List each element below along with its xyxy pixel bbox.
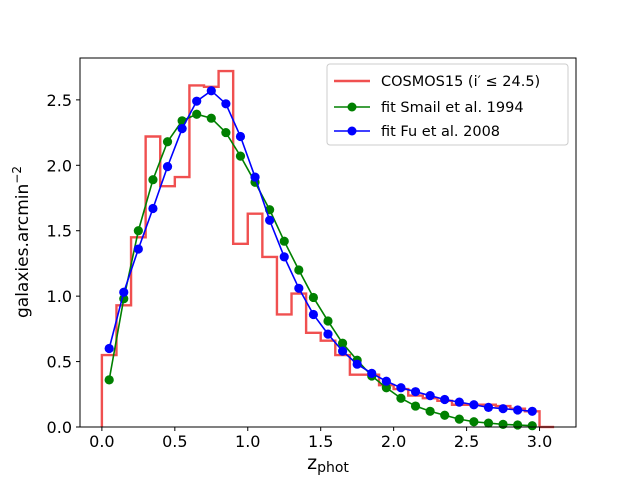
point-fu xyxy=(498,404,508,414)
point-smail xyxy=(454,414,464,424)
point-smail xyxy=(513,420,523,430)
legend-marker-fu xyxy=(347,126,357,136)
point-fu xyxy=(294,283,304,293)
point-fu xyxy=(323,329,333,339)
y-tick-label: 2.5 xyxy=(47,91,72,110)
point-fu xyxy=(483,402,494,412)
series-line-smail xyxy=(108,113,533,427)
point-smail xyxy=(104,375,114,385)
point-fu xyxy=(381,376,391,386)
point-smail xyxy=(148,175,158,185)
point-fu xyxy=(367,368,377,378)
point-fu xyxy=(454,397,464,407)
x-axis: 0.0 0.5 1.0 1.5 2.0 2.5 3.0 xyxy=(89,427,552,451)
legend-marker-smail xyxy=(347,102,357,112)
y-tick-label: 2.0 xyxy=(47,156,72,175)
axes-frame xyxy=(79,57,577,428)
x-tick-label: 3.0 xyxy=(527,432,552,451)
point-fu xyxy=(133,244,143,254)
point-fu xyxy=(104,343,114,354)
point-fu xyxy=(410,387,421,397)
point-smail xyxy=(483,418,494,428)
point-smail xyxy=(133,226,143,236)
y-axis: 0.0 0.5 1.0 1.5 2.0 2.5 xyxy=(47,91,80,437)
point-smail xyxy=(206,113,216,123)
point-fu xyxy=(192,96,202,106)
point-fu xyxy=(221,99,231,109)
x-tick-label: 0.0 xyxy=(89,432,114,451)
x-axis-label: zphot xyxy=(307,452,349,476)
point-fu xyxy=(308,309,319,320)
point-smail xyxy=(410,401,421,411)
plot-area xyxy=(100,69,555,431)
point-fu xyxy=(148,203,158,214)
y-tick-label: 0.5 xyxy=(47,353,72,372)
x-tick-label: 2.0 xyxy=(381,432,406,451)
point-smail xyxy=(279,236,289,246)
point-fu xyxy=(352,359,362,369)
point-fu xyxy=(440,394,450,405)
y-axis-label: galaxies.arcmin−2 xyxy=(10,166,33,318)
point-fu xyxy=(250,172,260,182)
x-tick-label: 0.5 xyxy=(162,432,187,451)
y-tick-label: 0.0 xyxy=(47,418,72,437)
x-tick-label: 1.5 xyxy=(308,432,333,451)
legend-box xyxy=(326,63,569,146)
point-fu xyxy=(469,400,479,410)
point-fu xyxy=(425,390,435,401)
legend-label-fu: fit Fu et al. 2008 xyxy=(381,124,500,140)
point-smail xyxy=(323,316,333,326)
x-tick-label: 2.5 xyxy=(454,432,479,451)
legend: COSMOS15 (i′ ≤ 24.5) fit Smail et al. 19… xyxy=(326,63,569,146)
legend-label-cosmos15: COSMOS15 (i′ ≤ 24.5) xyxy=(381,74,540,90)
point-smail xyxy=(425,406,435,416)
point-fu xyxy=(206,86,216,96)
point-fu xyxy=(337,346,348,356)
point-fu xyxy=(513,405,523,415)
point-fu xyxy=(265,215,275,225)
point-fu xyxy=(396,383,406,393)
point-fu xyxy=(177,124,187,134)
point-smail xyxy=(396,393,406,403)
x-tick-label: 1.0 xyxy=(235,432,260,451)
y-axis-label-main: galaxies.arcmin xyxy=(13,184,33,318)
point-fu xyxy=(162,162,173,172)
point-smail xyxy=(498,419,508,429)
point-smail xyxy=(308,292,319,303)
x-axis-label-main: z xyxy=(307,452,317,474)
point-fu xyxy=(119,287,129,297)
y-tick-label: 1.0 xyxy=(47,287,72,306)
legend-label-smail: fit Smail et al. 1994 xyxy=(381,100,524,116)
x-axis-label-subscript: phot xyxy=(317,460,349,476)
point-smail xyxy=(527,421,537,431)
y-axis-label-superscript: −2 xyxy=(10,166,24,184)
point-smail xyxy=(162,137,173,147)
point-smail xyxy=(469,417,479,427)
point-fu xyxy=(527,406,537,416)
point-smail xyxy=(381,383,391,393)
point-smail xyxy=(440,410,450,420)
point-smail xyxy=(235,151,246,161)
point-smail xyxy=(221,127,231,138)
point-smail xyxy=(294,265,304,275)
point-fu xyxy=(279,252,289,262)
point-smail xyxy=(192,109,202,119)
point-smail xyxy=(337,338,348,348)
point-fu xyxy=(235,131,246,142)
y-tick-label: 1.5 xyxy=(47,222,72,241)
